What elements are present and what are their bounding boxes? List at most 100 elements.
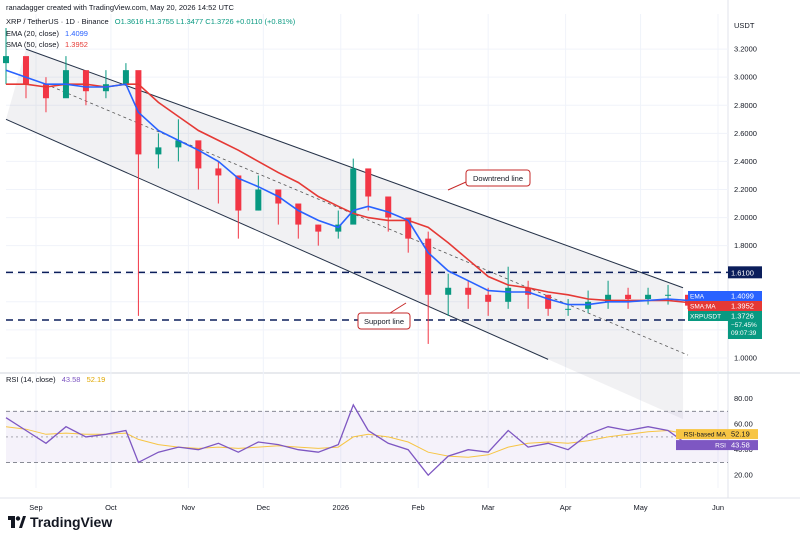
moving-averages (5, 69, 689, 306)
rsi-line (5, 403, 689, 477)
candle-body (350, 168, 357, 225)
support-callout-box (357, 312, 411, 330)
time-tick-label: Mar (482, 503, 495, 512)
candle-body (175, 140, 182, 148)
tradingview-icon (8, 516, 26, 528)
price-tag-value-box (728, 311, 762, 339)
price-tick-label: 2.0000 (734, 213, 757, 222)
candle-body (625, 294, 632, 299)
annotations: Downtrend line Support line (357, 169, 531, 330)
candle-body (3, 56, 9, 64)
candle-body (385, 196, 392, 218)
sma-value: 1.3952 (65, 40, 88, 49)
rsi-tag-value: 43.58 (731, 441, 750, 450)
candle-body (505, 287, 512, 302)
downtrend-callout-pointer (447, 181, 467, 191)
ema-20-line (5, 69, 689, 306)
attribution-text: ranadagger created with TradingView.com,… (6, 3, 234, 12)
time-tick-label: May (633, 503, 647, 512)
candle-body (155, 147, 162, 155)
downtrend-callout-box (465, 169, 531, 187)
rsi-label: RSI (14, close) (6, 375, 56, 384)
rsi-tick-label: 80.00 (734, 394, 753, 403)
rsi-value: 43.58 (61, 375, 81, 384)
time-axis: Sep Oct Nov Dec 2026 Feb Mar Apr May Jun (29, 503, 724, 512)
rsi-ma-value: 52.19 (86, 375, 106, 384)
rsi-legend[interactable]: RSI (14, close) 43.58 52.19 (6, 375, 109, 384)
candle-body (545, 294, 552, 309)
rsi-tag-name-box (676, 440, 728, 451)
candle-body (365, 168, 372, 197)
price-tag-name-box (688, 311, 728, 321)
candle-body (122, 70, 129, 85)
candle-body (215, 168, 222, 176)
candle-body (42, 84, 49, 99)
price-tick-label: 1.0000 (734, 353, 757, 362)
tradingview-logo[interactable]: TradingView (8, 514, 112, 530)
candle-body (565, 308, 572, 310)
time-tick-label: Sep (29, 503, 42, 512)
level-price-label: 1.6100 (731, 268, 754, 277)
time-tick-label: Jun (712, 503, 724, 512)
rsi-tag-value-box (728, 440, 758, 451)
support-line (5, 118, 549, 360)
descending-channel (5, 48, 689, 420)
candle-body (235, 175, 242, 211)
downtrend-callout-label: Downtrend line (473, 174, 523, 183)
candle-body (295, 203, 302, 225)
time-tick-label: Nov (182, 503, 196, 512)
level-price-tag (728, 266, 762, 279)
time-tick-label: Oct (105, 503, 118, 512)
channel-fill (6, 49, 684, 420)
price-tag-value: 1.3726 (731, 312, 754, 321)
candle-body (465, 287, 472, 295)
price-tag-extra: 09:07:39 (731, 330, 757, 337)
candle-body (405, 217, 412, 239)
rsi-tag-name: RSI (715, 443, 726, 450)
sma-label: SMA (50, close) (6, 40, 59, 49)
price-tick-label: 2.6000 (734, 129, 757, 138)
price-tag-value-box (728, 291, 762, 301)
price-tag-value: 1.4099 (731, 292, 754, 301)
symbol-line: XRP / TetherUS · 1D · Binance (6, 17, 109, 26)
rsi-tag-name: RSI-based MA (684, 432, 727, 439)
price-grid (0, 0, 800, 499)
ema-value: 1.4099 (65, 29, 88, 38)
time-tick-label: Dec (257, 503, 271, 512)
ema-legend[interactable]: EMA (20, close) 1.4099 (6, 29, 92, 38)
symbol-info: XRP / TetherUS · 1D · Binance O1.3616 H1… (6, 17, 299, 26)
rsi-tag-value-box (728, 429, 758, 440)
price-tick-label: 3.0000 (734, 73, 757, 82)
candle-body (315, 224, 322, 232)
candle-body (665, 294, 672, 296)
price-tick-label: 2.8000 (734, 101, 757, 110)
candle-body (22, 56, 29, 85)
price-tag-value-box (728, 301, 762, 311)
candle-body (645, 294, 652, 299)
ema-label: EMA (20, close) (6, 29, 59, 38)
price-unit-label: USDT (734, 21, 755, 30)
time-tick-label: Apr (560, 503, 572, 512)
price-tag-name-box (688, 301, 728, 311)
price-tag-name-box (688, 291, 728, 301)
brand-name: TradingView (30, 514, 113, 530)
candle-body (425, 238, 432, 295)
candle-body (485, 294, 492, 302)
rsi-tag-name-box (676, 429, 728, 440)
candle-body (605, 294, 612, 302)
support-callout-label: Support line (364, 317, 404, 326)
price-tag-name: SMA:MA (690, 304, 716, 311)
price-tick-label: 3.2000 (734, 45, 757, 54)
rsi-tick-label: 60.00 (734, 420, 753, 429)
price-tick-label: 1.8000 (734, 241, 757, 250)
price-axis: USDT 3.2000 3.0000 2.8000 2.6000 2.4000 2.2000… (688, 21, 762, 362)
candle-body (255, 189, 262, 211)
ohlc-values: O1.3616 H1.3755 L1.3477 C1.3726 +0.0110 … (114, 17, 296, 26)
price-tag-value: 1.3952 (731, 302, 754, 311)
candle-body (445, 287, 452, 295)
price-tick-label: 2.2000 (734, 185, 757, 194)
price-tag-name: XRPUSDT (690, 314, 721, 321)
sma-legend[interactable]: SMA (50, close) 1.3952 (6, 40, 92, 49)
